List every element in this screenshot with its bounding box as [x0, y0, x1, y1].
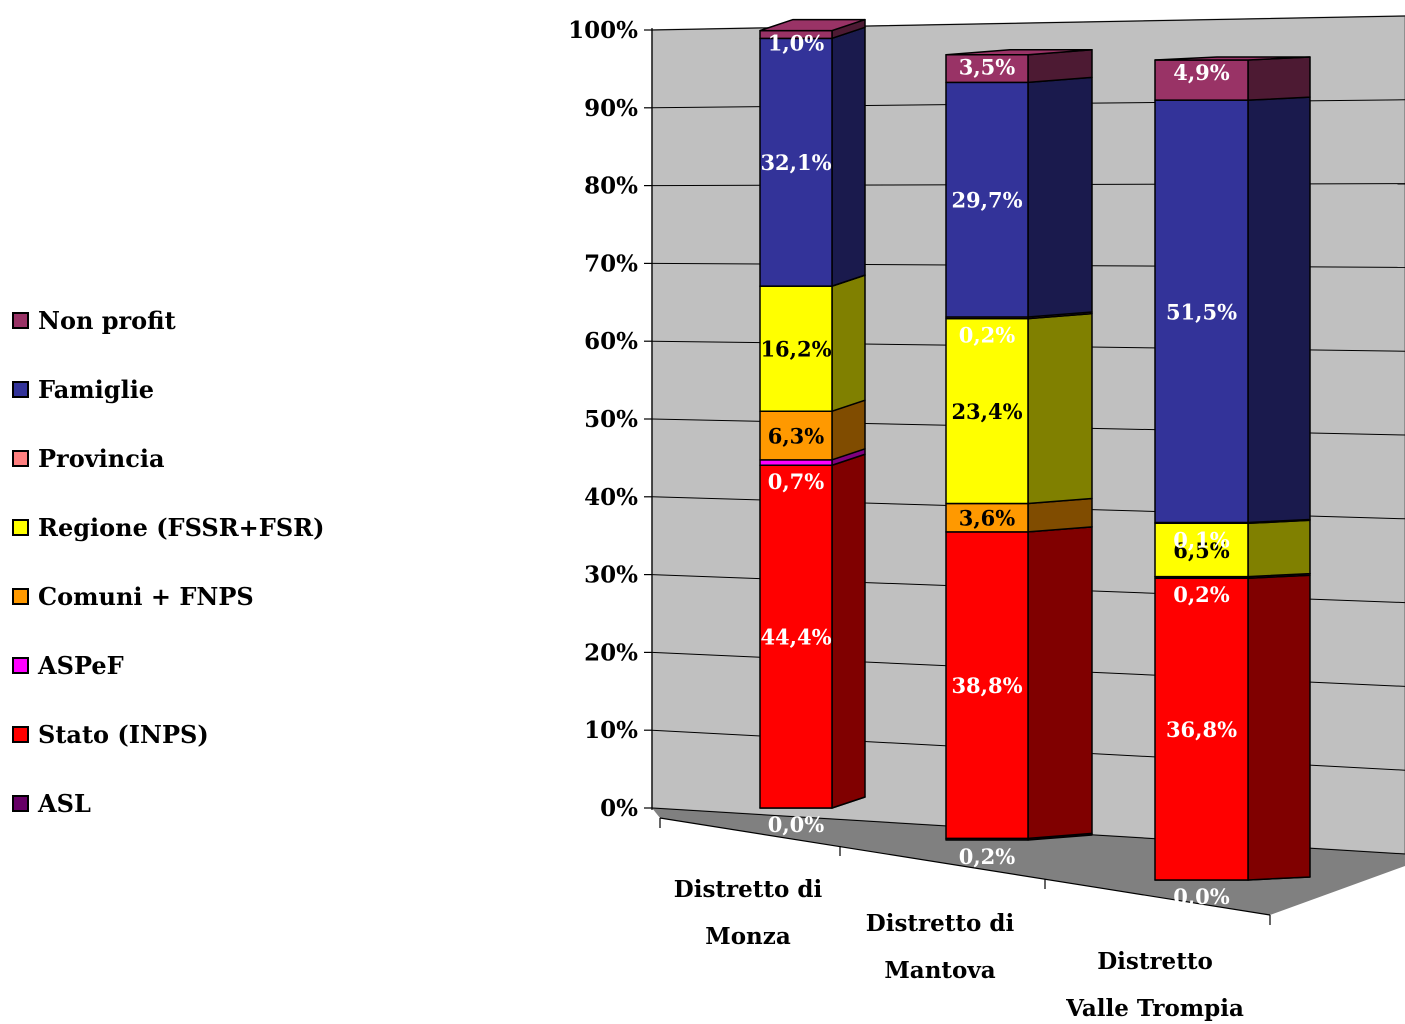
data-label-comuni-fnps: 3,6%: [959, 506, 1016, 531]
data-labels: 0,0% 44,4% 0,7% 6,3% 16,2% 32,1% 1,0% 0,2% 38,8%…: [760, 31, 1237, 909]
bar-side-famiglie: [831, 26, 866, 287]
chart-legend: Non profit Famiglie Provincia Regione (FSSR…: [12, 286, 324, 838]
x-axis-line: [659, 817, 1271, 916]
data-label-famiglie: 29,7%: [951, 188, 1022, 213]
data-label-non-profit: 4,9%: [1173, 60, 1230, 85]
legend-swatch: [12, 588, 29, 605]
floor: [652, 808, 1405, 915]
bar-top-cap: [759, 18, 866, 32]
category-label: Mantova: [884, 957, 995, 984]
data-label-asl: 0,2%: [959, 844, 1016, 869]
bar-top-cap: [1154, 56, 1311, 61]
legend-item-comuni-fnps: Comuni + FNPS: [12, 562, 324, 631]
category-label: Distretto di: [866, 910, 1015, 937]
data-label-provincia: 0,1%: [1173, 527, 1230, 552]
bar-side-regione-fssr-fsr: [1027, 312, 1093, 505]
data-label-famiglie: 32,1%: [760, 150, 831, 175]
bar-side-stato-inps: [1247, 574, 1311, 881]
bar-side-non-profit: [1247, 56, 1311, 101]
legend-label: Stato (INPS): [38, 720, 209, 749]
legend-item-aspef: ASPeF: [12, 631, 324, 700]
y-tick-label: 80%: [584, 173, 638, 200]
bar-side-comuni-fnps: [1027, 497, 1093, 533]
y-tick-label: 40%: [584, 484, 638, 511]
data-label-regione-fssr-fsr: 6,5%: [1173, 538, 1230, 563]
legend-label: Famiglie: [38, 375, 155, 404]
legend-label: Non profit: [38, 306, 176, 335]
data-label-non-profit: 3,5%: [959, 55, 1016, 80]
legend-item-regione-fssr-fsr: Regione (FSSR+FSR): [12, 493, 324, 562]
legend-swatch: [12, 381, 29, 398]
y-tick-label: 50%: [584, 406, 638, 433]
data-label-regione-fssr-fsr: 16,2%: [760, 337, 831, 362]
y-tick-label: 70%: [584, 250, 638, 277]
bar-side-regione-fssr-fsr: [831, 274, 866, 412]
bar-side-stato-inps: [831, 453, 866, 809]
y-tick-label: 0%: [600, 795, 638, 822]
bar-segment-aspef: [759, 459, 833, 466]
data-label-stato-inps: 44,4%: [760, 625, 831, 650]
legend-label: ASPeF: [38, 651, 124, 680]
y-tick-label: 10%: [584, 717, 638, 744]
bar-stack-3: [1154, 56, 1311, 881]
legend-item-stato-inps: Stato (INPS): [12, 700, 324, 769]
legend-swatch: [12, 795, 29, 812]
legend-label: Regione (FSSR+FSR): [38, 513, 325, 542]
category-labels: Distretto di Monza Distretto di Mantova Dist…: [674, 876, 1244, 1022]
legend-swatch: [12, 519, 29, 536]
legend-label: Comuni + FNPS: [38, 582, 254, 611]
legend-label: Provincia: [38, 444, 165, 473]
y-tick-label: 60%: [584, 328, 638, 355]
bar-stack-2: [945, 48, 1093, 841]
legend-label: ASL: [38, 789, 91, 818]
y-tick-label: 100%: [568, 17, 638, 44]
bar-side-famiglie: [1027, 76, 1093, 318]
data-label-stato-inps: 38,8%: [951, 673, 1022, 698]
bar-side-regione-fssr-fsr: [1247, 519, 1311, 578]
bar-side-stato-inps: [1027, 526, 1093, 840]
bar-stack-1: [759, 18, 866, 809]
legend-item-non-profit: Non profit: [12, 286, 324, 355]
legend-swatch: [12, 657, 29, 674]
data-label-stato-inps: 36,8%: [1166, 717, 1237, 742]
y-tick-label: 30%: [584, 562, 638, 589]
bar-top-cap: [945, 48, 1093, 56]
legend-item-provincia: Provincia: [12, 424, 324, 493]
category-label: Distretto di: [674, 876, 823, 903]
legend-item-asl: ASL: [12, 769, 324, 838]
data-label-regione-fssr-fsr: 23,4%: [951, 399, 1022, 424]
data-label-asl: 0,0%: [1173, 884, 1230, 909]
legend-swatch: [12, 726, 29, 743]
category-label: Monza: [705, 923, 791, 950]
data-label-asl: 0,0%: [768, 812, 825, 837]
legend-swatch: [12, 312, 29, 329]
category-label: Valle Trompia: [1065, 995, 1244, 1022]
data-label-comuni-fnps: 6,3%: [768, 424, 825, 449]
chart-bars: [759, 18, 1311, 881]
y-tick-label: 90%: [584, 95, 638, 122]
legend-swatch: [12, 450, 29, 467]
legend-item-famiglie: Famiglie: [12, 355, 324, 424]
y-axis-ticks: 0% 10% 20% 30% 40% 50% 60% 70% 80% 90% 100%: [568, 17, 1271, 925]
data-label-famiglie: 51,5%: [1166, 299, 1237, 324]
y-tick-label: 20%: [584, 639, 638, 666]
data-label-aspef: 0,2%: [1173, 582, 1230, 607]
category-label: Distretto: [1097, 948, 1213, 975]
bar-side-famiglie: [1247, 96, 1311, 524]
data-label-non-profit: 1,0%: [768, 31, 825, 56]
data-label-provincia: 0,2%: [959, 323, 1016, 348]
data-label-aspef: 0,7%: [768, 469, 825, 494]
